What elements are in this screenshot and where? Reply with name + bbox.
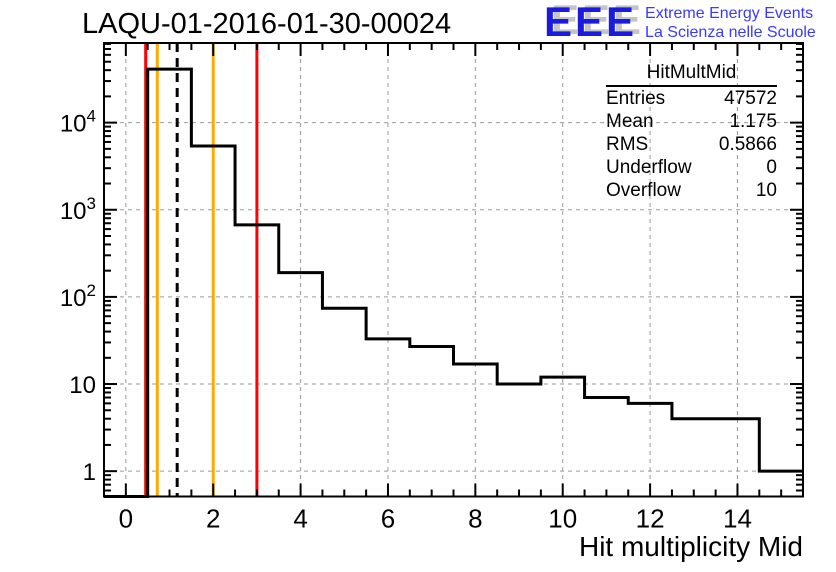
stat-label: Overflow [606, 180, 681, 201]
eee-logo-subtitle: Extreme Energy Events La Scienza nelle S… [645, 0, 816, 42]
stat-label: RMS [606, 134, 649, 155]
axis-ticks [104, 42, 803, 497]
x-tick-label: 14 [723, 504, 752, 534]
y-tick-label: 104 [60, 107, 96, 138]
stat-label: Mean [606, 111, 654, 132]
stats-row-overflow: Overflow 10 [606, 179, 777, 202]
marker-lines [144, 43, 259, 497]
x-tick-label: 6 [381, 504, 395, 534]
stats-row-underflow: Underflow 0 [606, 156, 777, 179]
stat-label: Underflow [606, 157, 692, 178]
logo-line-1: Extreme Energy Events [645, 5, 814, 22]
stat-value: 0 [766, 157, 777, 178]
histogram-line [104, 67, 803, 498]
stats-title: HitMultMid [606, 62, 777, 87]
x-axis-title: Hit multiplicity Mid [578, 531, 803, 562]
x-tick-label: 8 [468, 504, 482, 534]
logo-line-2: La Scienza nelle Scuole [645, 24, 816, 41]
y-tick-labels: 1 10 102 103 104 [60, 107, 96, 487]
eee-logo-text: EEE [544, 0, 638, 45]
eee-logo: EEE Extreme Energy Events La Scienza nel… [544, 0, 816, 44]
y-tick-label: 10 [69, 372, 96, 399]
stats-box: HitMultMid Entries 47572 Mean 1.175 RMS … [606, 62, 777, 202]
y-tick-label: 1 [83, 459, 96, 486]
histogram [104, 67, 803, 498]
x-tick-label: 4 [293, 504, 307, 534]
stats-row-rms: RMS 0.5866 [606, 133, 777, 156]
plot-title: LAQU-01-2016-01-30-00024 [82, 8, 452, 40]
x-tick-label: 10 [548, 504, 577, 534]
x-tick-label: 12 [636, 504, 665, 534]
stat-value: 10 [755, 180, 777, 201]
stat-value: 1.175 [729, 111, 777, 132]
stats-row-entries: Entries 47572 [606, 87, 777, 110]
stat-value: 47572 [724, 88, 777, 109]
y-tick-label: 102 [60, 281, 96, 312]
x-tick-labels: 0 2 4 6 8 10 12 14 [119, 504, 752, 534]
stat-value: 0.5866 [718, 134, 777, 155]
stats-row-mean: Mean 1.175 [606, 110, 777, 133]
x-tick-label: 0 [119, 504, 133, 534]
stat-label: Entries [606, 88, 666, 109]
y-tick-label: 103 [60, 194, 96, 225]
x-tick-label: 2 [206, 504, 220, 534]
